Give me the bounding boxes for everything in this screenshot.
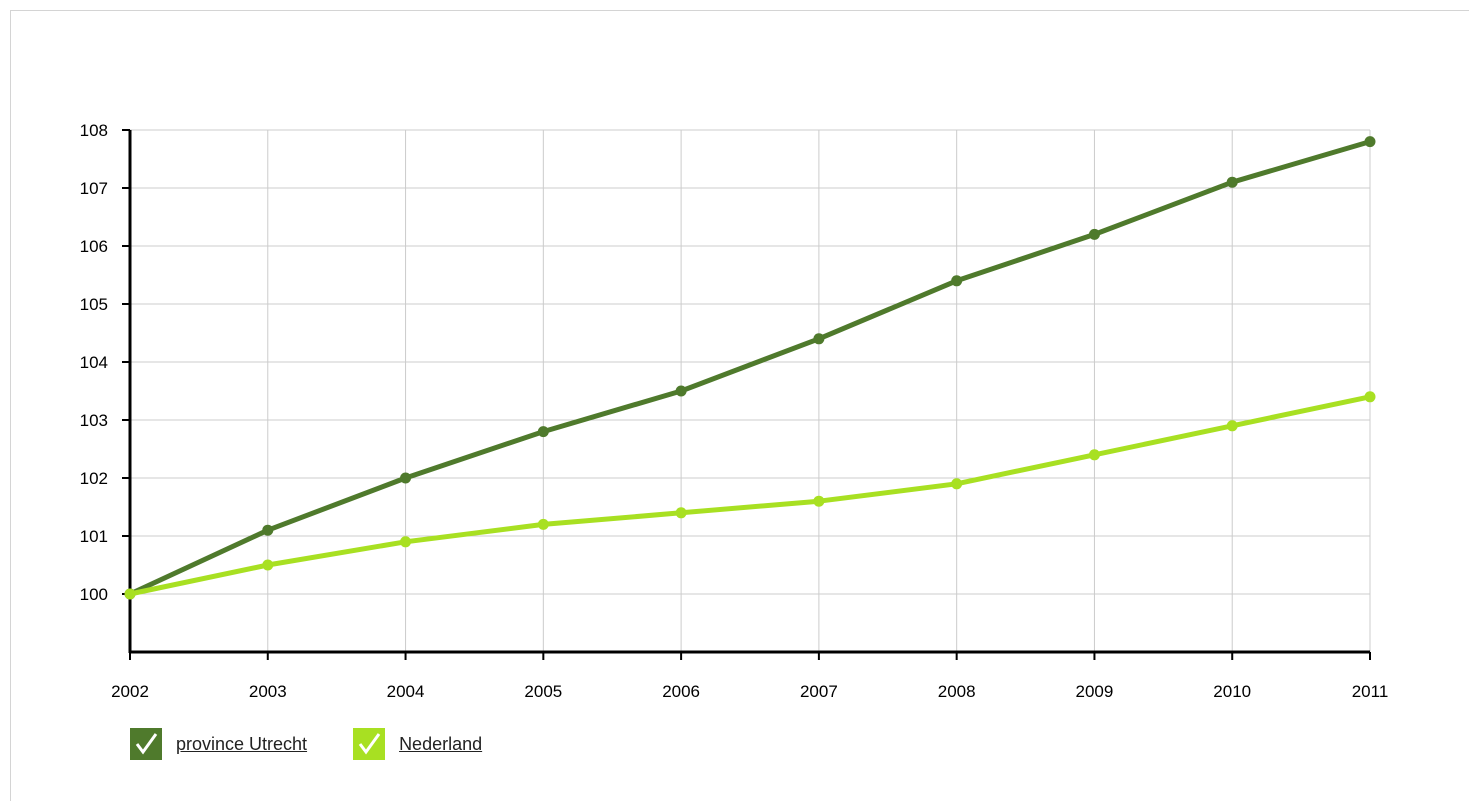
data-point-province-utrecht <box>400 472 412 484</box>
series-line-nederland <box>129 394 1371 597</box>
y-tick-label: 105 <box>80 295 108 314</box>
series-line-province-utrecht <box>128 139 1371 597</box>
data-point-nederland <box>400 536 412 548</box>
data-point-nederland <box>813 495 825 507</box>
x-tick-label: 2008 <box>938 682 976 701</box>
data-point-province-utrecht <box>951 275 963 287</box>
data-point-nederland <box>1088 449 1100 461</box>
data-point-province-utrecht <box>1364 136 1376 148</box>
data-point-province-utrecht <box>262 524 274 536</box>
y-tick-label: 103 <box>80 411 108 430</box>
data-point-nederland <box>675 507 687 519</box>
y-tick-label: 102 <box>80 469 108 488</box>
y-tick-label: 101 <box>80 527 108 546</box>
chart-frame <box>10 10 1469 801</box>
y-tick-label: 106 <box>80 237 108 256</box>
data-point-nederland <box>537 518 549 530</box>
x-tick-label: 2007 <box>800 682 838 701</box>
data-point-province-utrecht <box>813 333 825 345</box>
x-tick-label: 2004 <box>387 682 425 701</box>
y-tick-label: 104 <box>80 353 108 372</box>
x-tick-label: 2011 <box>1352 682 1389 701</box>
legend-label[interactable]: Nederland <box>399 733 483 754</box>
x-tick-label: 2009 <box>1076 682 1114 701</box>
data-point-nederland <box>951 478 963 490</box>
legend-item-province-utrecht[interactable]: province Utrecht <box>130 728 307 760</box>
x-tick-label: 2006 <box>662 682 700 701</box>
data-point-nederland <box>1226 420 1238 432</box>
x-tick-label: 2003 <box>249 682 287 701</box>
data-point-province-utrecht <box>1226 176 1238 188</box>
y-tick-label: 108 <box>80 121 108 140</box>
data-point-province-utrecht <box>1088 228 1100 240</box>
data-point-province-utrecht <box>675 385 687 397</box>
checkbox-checked-icon[interactable] <box>353 728 386 760</box>
legend-label[interactable]: province Utrecht <box>176 733 308 754</box>
x-tick-label: 2010 <box>1213 682 1251 701</box>
y-tick-label: 100 <box>80 585 108 604</box>
x-tick-label: 2005 <box>524 682 562 701</box>
y-tick-label: 107 <box>80 179 108 198</box>
x-tick-label: 2002 <box>111 682 149 701</box>
legend-item-nederland[interactable]: Nederland <box>353 728 482 760</box>
data-point-province-utrecht <box>537 426 549 438</box>
data-point-nederland <box>1364 391 1376 403</box>
data-point-nederland <box>262 559 274 571</box>
data-point-nederland <box>124 588 136 600</box>
chart-legend: province Utrecht Nederland <box>130 728 482 760</box>
checkbox-checked-icon[interactable] <box>130 728 162 760</box>
